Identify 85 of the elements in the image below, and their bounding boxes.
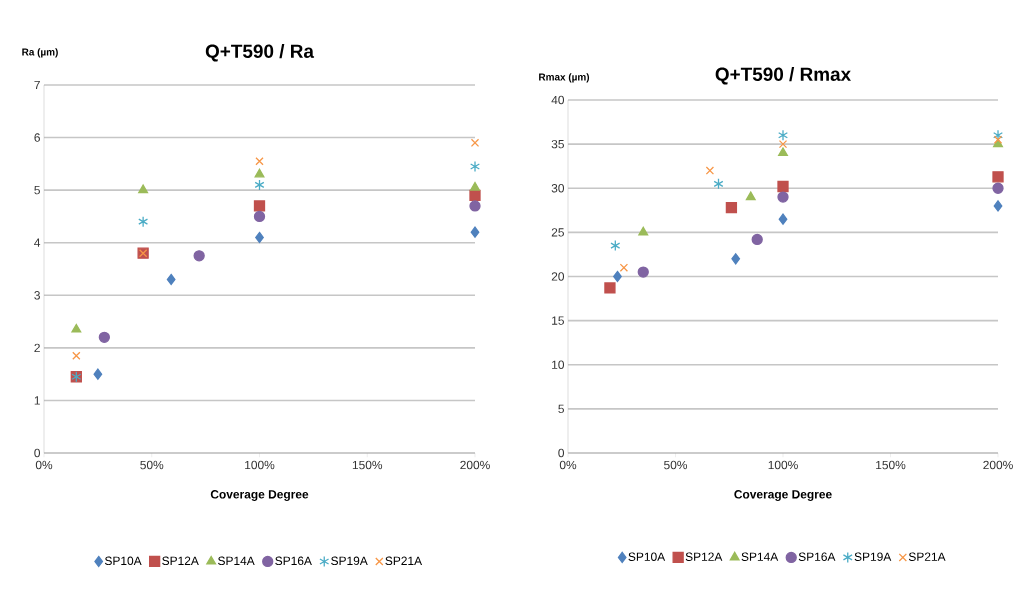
y-tick-label: 7 xyxy=(34,80,40,90)
point xyxy=(992,171,1004,183)
point xyxy=(254,168,265,178)
legend-label: SP21A xyxy=(908,552,946,561)
point xyxy=(610,239,621,252)
y-tick-label: 40 xyxy=(551,95,565,105)
x-axis-title: Coverage Degree xyxy=(210,490,309,501)
point xyxy=(166,273,176,286)
x-tick-label: 50% xyxy=(664,460,688,470)
point xyxy=(98,331,110,343)
point xyxy=(993,135,1003,144)
point xyxy=(469,200,481,212)
point xyxy=(604,282,616,294)
x-tick-label: 150% xyxy=(876,460,906,470)
y-tick-label: 0 xyxy=(34,448,41,458)
x-tick-label: 50% xyxy=(140,460,164,470)
point xyxy=(253,200,266,212)
legend-label: SP14A xyxy=(218,556,255,565)
legend-label: SP19A xyxy=(854,552,892,561)
x-tick-label: 0% xyxy=(559,460,577,470)
y-axis-title: Ra (µm) xyxy=(22,48,58,58)
point xyxy=(731,253,741,265)
point xyxy=(778,129,788,141)
y-tick-label: 30 xyxy=(551,184,565,193)
point xyxy=(725,202,738,214)
legend-label: SP12A xyxy=(162,556,199,565)
y-tick-label: 10 xyxy=(552,360,565,369)
point xyxy=(993,200,1003,212)
point xyxy=(777,180,789,193)
x-tick-label: 150% xyxy=(352,460,383,470)
point xyxy=(72,351,81,360)
chart-title: Q+T590 / Rmax xyxy=(715,67,851,85)
y-tick-label: 4 xyxy=(34,238,41,247)
point xyxy=(992,182,1004,194)
point xyxy=(470,181,480,191)
x-tick-label: 100% xyxy=(245,460,275,470)
y-tick-label: 3 xyxy=(34,291,40,300)
x-axis-title: Coverage Degree xyxy=(734,490,832,501)
point xyxy=(713,178,724,190)
y-tick-label: 5 xyxy=(34,185,40,195)
chart-title: Q+T590 / Ra xyxy=(205,44,315,62)
legend-label: SP12A xyxy=(685,552,723,561)
legend-label: SP21A xyxy=(385,556,423,565)
point xyxy=(138,184,149,194)
y-tick-label: 15 xyxy=(552,316,564,325)
y-tick-label: 25 xyxy=(551,228,564,237)
point xyxy=(778,213,788,225)
point xyxy=(93,368,103,380)
point xyxy=(619,263,629,272)
point xyxy=(777,191,789,203)
point xyxy=(705,166,715,175)
point xyxy=(637,266,649,278)
x-tick-label: 100% xyxy=(768,460,798,470)
point xyxy=(470,138,480,148)
x-tick-label: 200% xyxy=(460,460,490,470)
x-tick-label: 200% xyxy=(983,460,1013,470)
point xyxy=(255,157,264,166)
point xyxy=(778,147,788,157)
point xyxy=(253,210,266,223)
y-tick-label: 1 xyxy=(34,396,40,405)
point xyxy=(71,323,82,333)
y-tick-label: 35 xyxy=(551,139,564,149)
y-tick-label: 20 xyxy=(551,272,565,281)
point xyxy=(745,191,756,201)
point xyxy=(254,179,265,191)
y-tick-label: 2 xyxy=(34,343,40,353)
y-tick-label: 6 xyxy=(34,133,40,142)
x-tick-label: 0% xyxy=(35,460,53,470)
legend-label: SP16A xyxy=(798,552,836,561)
legend-label: SP10A xyxy=(628,552,666,561)
legend-label: SP14A xyxy=(741,552,779,561)
point xyxy=(138,216,149,228)
point xyxy=(778,139,788,149)
point xyxy=(469,189,481,202)
point xyxy=(638,226,649,236)
legend-label: SP10A xyxy=(104,556,142,565)
point xyxy=(470,226,480,238)
y-axis-title: Rmax (µm) xyxy=(539,73,590,83)
point xyxy=(751,233,763,246)
legend-label: SP16A xyxy=(275,556,312,565)
point xyxy=(470,160,480,173)
legend-label: SP19A xyxy=(331,556,368,565)
point xyxy=(193,250,205,262)
y-tick-label: 5 xyxy=(558,404,564,414)
y-tick-label: 0 xyxy=(558,448,565,458)
